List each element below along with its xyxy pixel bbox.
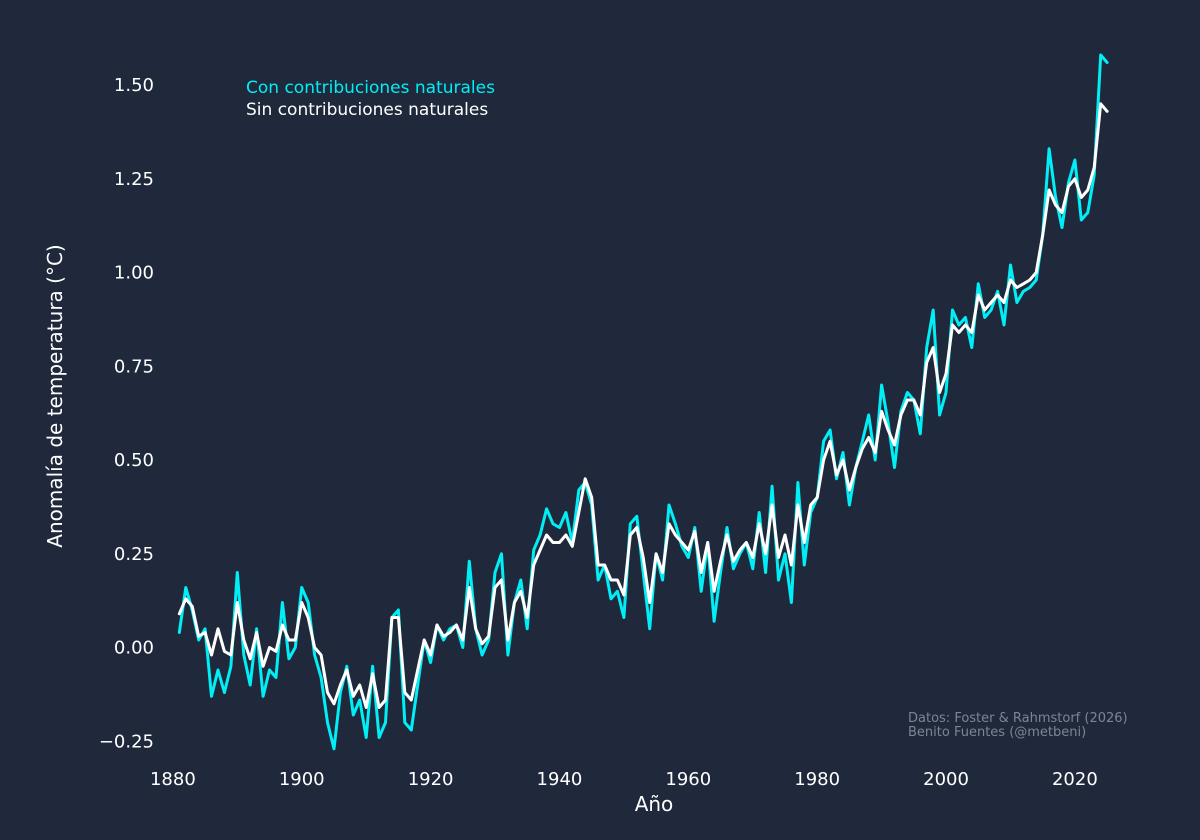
y-tick-label: 0.00 [114, 638, 154, 659]
y-tick-label: 0.50 [114, 450, 154, 471]
legend-entry-with-natural: Con contribuciones naturales [246, 78, 495, 98]
y-tick-label: 0.25 [114, 544, 154, 565]
y-tick-label: −0.25 [99, 731, 154, 752]
x-tick-label: 1880 [150, 769, 196, 790]
x-tick-label: 2020 [1052, 769, 1098, 790]
credit-data-source: Datos: Foster & Rahmstorf (2026) [908, 711, 1128, 726]
x-tick-label: 2000 [923, 769, 969, 790]
y-axis-ticks: −0.25 0.00 0.25 0.50 0.75 1.00 1.25 1.50 [99, 75, 154, 752]
legend-entry-without-natural: Sin contribuciones naturales [246, 100, 488, 120]
credit-author: Benito Fuentes (@metbeni) [908, 725, 1086, 740]
series-line-with-natural [177, 53, 1109, 751]
y-tick-label: 1.25 [114, 169, 154, 190]
series-layer [177, 53, 1109, 751]
x-axis-label: Año [635, 792, 674, 816]
y-tick-label: 1.00 [114, 263, 154, 284]
x-tick-label: 1920 [408, 769, 454, 790]
x-tick-label: 1940 [537, 769, 583, 790]
x-axis-ticks: 1880 1900 1920 1940 1960 1980 2000 2020 [150, 769, 1098, 790]
x-tick-label: 1900 [279, 769, 325, 790]
y-tick-label: 0.75 [114, 356, 154, 377]
y-axis-label: Anomalía de temperatura (°C) [43, 244, 67, 547]
x-tick-label: 1960 [665, 769, 711, 790]
series-line-without-natural [177, 102, 1109, 709]
x-tick-label: 1980 [794, 769, 840, 790]
y-tick-label: 1.50 [114, 75, 154, 96]
